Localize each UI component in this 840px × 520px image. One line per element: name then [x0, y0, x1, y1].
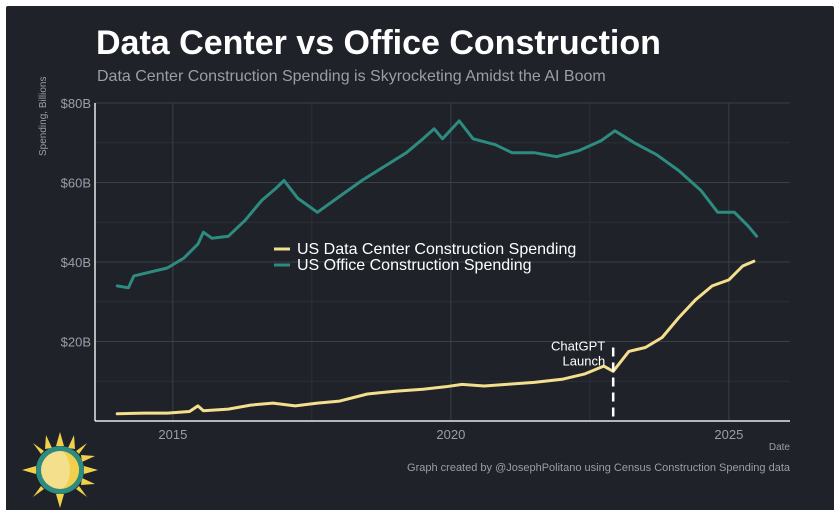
y-tick-label: $80B — [61, 96, 91, 111]
legend-entry: US Data Center Construction Spending — [297, 241, 576, 258]
chart-card: Data Center vs Office Construction Data … — [6, 6, 834, 514]
y-tick-label: $60B — [61, 176, 91, 191]
y-tick-label: $40B — [61, 255, 91, 270]
x-tick-label: 2025 — [714, 427, 743, 442]
x-tick-label: 2015 — [158, 427, 187, 442]
legend-entry: US Office Construction Spending — [297, 257, 532, 274]
chart-subtitle: Data Center Construction Spending is Sky… — [97, 68, 606, 85]
sun-logo-icon — [22, 432, 98, 508]
x-tick-label: 2020 — [436, 427, 465, 442]
credit-text: Graph created by @JosephPolitano using C… — [407, 462, 790, 474]
page-bottom-strip — [0, 510, 840, 520]
y-tick-label: $20B — [61, 335, 91, 350]
office-series-line — [115, 119, 759, 290]
annotation-label: Launch — [563, 353, 606, 368]
annotation-label: ChatGPT — [551, 339, 605, 354]
line-chart: $20B $40B $60B $80B 2015 2020 2025 Date ChatGPTL… — [61, 96, 791, 453]
x-axis-label: Date — [769, 442, 791, 453]
data-center-series-line — [115, 259, 756, 416]
chart-title: Data Center vs Office Construction — [96, 24, 661, 62]
